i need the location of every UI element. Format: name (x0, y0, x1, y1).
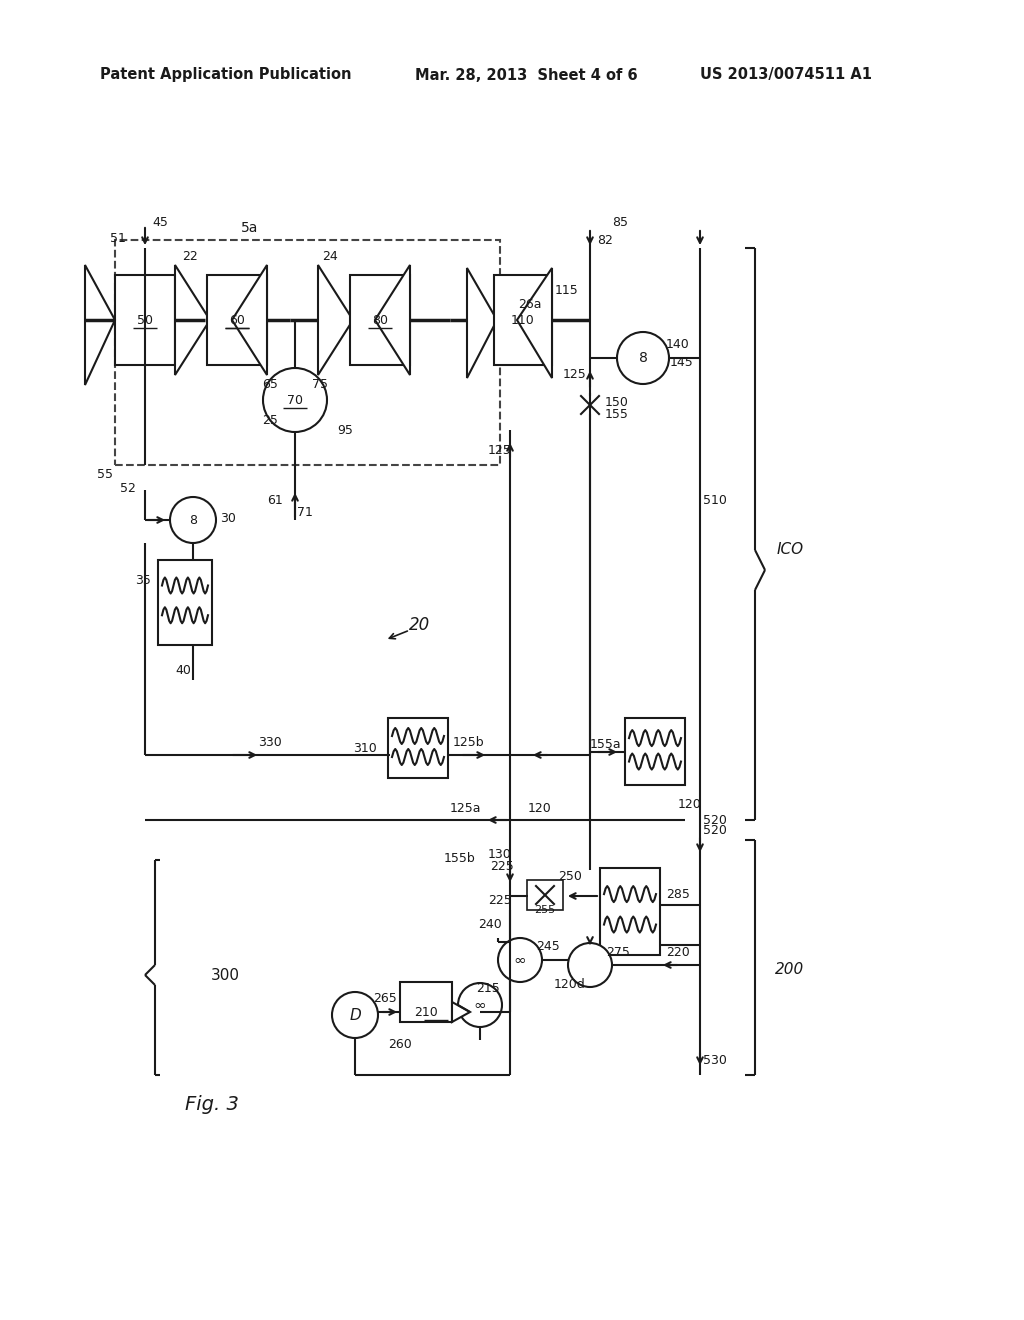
Text: 75: 75 (312, 379, 328, 392)
Text: Fig. 3: Fig. 3 (185, 1096, 239, 1114)
Text: 125: 125 (488, 444, 512, 457)
Text: 26a: 26a (518, 298, 542, 312)
Circle shape (498, 939, 542, 982)
Text: 155: 155 (605, 408, 629, 421)
Text: 125b: 125b (453, 735, 483, 748)
Bar (625, 718, 685, 785)
Polygon shape (375, 265, 410, 375)
Circle shape (458, 983, 502, 1027)
Text: US 2013/0074511 A1: US 2013/0074511 A1 (700, 67, 872, 82)
Text: 55: 55 (97, 469, 113, 482)
Bar (115, 240, 500, 465)
Text: 225: 225 (488, 894, 512, 907)
Polygon shape (85, 265, 115, 385)
Text: 150: 150 (605, 396, 629, 408)
Bar (400, 982, 452, 1022)
Bar (600, 869, 660, 954)
Text: 95: 95 (337, 424, 353, 437)
Text: 310: 310 (353, 742, 377, 755)
Text: 530: 530 (703, 1053, 727, 1067)
Bar (494, 275, 552, 366)
Text: 8: 8 (189, 513, 197, 527)
Text: 35: 35 (135, 573, 151, 586)
Bar (350, 275, 410, 366)
Text: 61: 61 (267, 494, 283, 507)
Text: 275: 275 (606, 945, 630, 958)
Text: 120: 120 (678, 799, 701, 812)
Circle shape (263, 368, 327, 432)
Text: 51: 51 (110, 231, 126, 244)
Bar (388, 718, 449, 777)
Text: 145: 145 (670, 356, 694, 370)
Text: 20: 20 (410, 616, 431, 634)
Bar (527, 880, 563, 909)
Text: 70: 70 (287, 393, 303, 407)
Text: 120d: 120d (554, 978, 586, 991)
Text: Patent Application Publication: Patent Application Publication (100, 67, 351, 82)
Text: 82: 82 (597, 234, 613, 247)
Text: Mar. 28, 2013  Sheet 4 of 6: Mar. 28, 2013 Sheet 4 of 6 (415, 67, 638, 82)
Text: 155b: 155b (444, 851, 476, 865)
Text: 240: 240 (478, 919, 502, 932)
Text: 8: 8 (639, 351, 647, 366)
Text: 520: 520 (703, 824, 727, 837)
Text: ∞: ∞ (514, 953, 526, 968)
Text: 65: 65 (262, 379, 278, 392)
Text: 115: 115 (555, 284, 579, 297)
Circle shape (332, 993, 378, 1038)
Polygon shape (318, 265, 353, 375)
Text: 255: 255 (535, 906, 556, 915)
Text: 52: 52 (120, 482, 136, 495)
Text: 110: 110 (511, 314, 535, 326)
Text: 215: 215 (476, 982, 500, 994)
Text: 50: 50 (137, 314, 153, 326)
Text: 30: 30 (220, 512, 236, 525)
Polygon shape (232, 265, 267, 375)
Text: 210: 210 (414, 1006, 438, 1019)
Bar (158, 560, 212, 645)
Text: 155a: 155a (589, 738, 621, 751)
Text: 60: 60 (229, 314, 245, 326)
Text: 24: 24 (323, 251, 338, 264)
Text: 300: 300 (211, 968, 240, 982)
Text: D: D (349, 1007, 360, 1023)
Text: ∞: ∞ (474, 998, 486, 1012)
Polygon shape (517, 268, 552, 378)
Text: 130: 130 (488, 849, 512, 862)
Text: 5a: 5a (242, 220, 259, 235)
Polygon shape (467, 268, 497, 378)
Bar (115, 275, 175, 366)
Text: 510: 510 (703, 494, 727, 507)
Text: 71: 71 (297, 506, 313, 519)
Polygon shape (175, 265, 210, 375)
Text: 85: 85 (612, 216, 628, 230)
Text: 25: 25 (262, 413, 278, 426)
Text: 220: 220 (667, 945, 690, 958)
Bar (207, 275, 267, 366)
Circle shape (170, 498, 216, 543)
Circle shape (617, 333, 669, 384)
Text: 520: 520 (703, 813, 727, 826)
Text: 250: 250 (558, 870, 582, 883)
Text: 125: 125 (563, 368, 587, 381)
Text: 285: 285 (666, 888, 690, 902)
Text: 80: 80 (372, 314, 388, 326)
Text: ICO: ICO (776, 543, 804, 557)
Text: 125a: 125a (450, 801, 480, 814)
Text: 120: 120 (528, 801, 552, 814)
Text: 45: 45 (152, 215, 168, 228)
Text: 265: 265 (373, 991, 397, 1005)
Text: 22: 22 (182, 251, 198, 264)
Circle shape (568, 942, 612, 987)
Text: 330: 330 (258, 735, 282, 748)
Text: 245: 245 (537, 940, 560, 953)
Text: 260: 260 (388, 1039, 412, 1052)
Text: 40: 40 (175, 664, 190, 676)
Polygon shape (452, 1002, 470, 1022)
Text: 140: 140 (667, 338, 690, 351)
Text: 225: 225 (490, 861, 514, 874)
Text: 200: 200 (775, 962, 805, 978)
